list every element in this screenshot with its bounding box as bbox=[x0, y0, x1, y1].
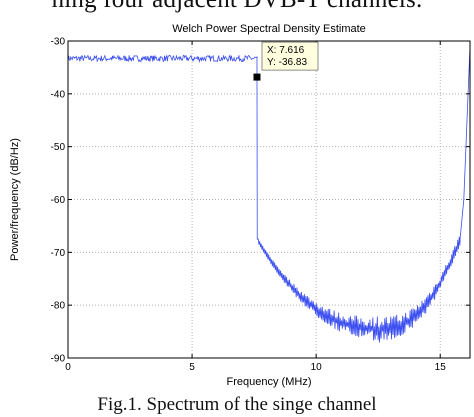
data-tip[interactable]: X: 7.616 Y: -36.83 bbox=[253, 41, 319, 81]
series-group bbox=[67, 46, 471, 343]
chart-title: Welch Power Spectral Density Estimate bbox=[172, 23, 366, 35]
y-tick-label: -70 bbox=[51, 248, 66, 259]
data-tip-marker[interactable] bbox=[253, 73, 261, 81]
y-tick-label: -50 bbox=[51, 142, 66, 153]
data-tip-box bbox=[261, 41, 319, 71]
preceding-text-line: ning four adjacent DVB-T channels. bbox=[0, 0, 474, 16]
psd-chart: Welch Power Spectral Density Estimate 0 5… bbox=[9, 23, 471, 388]
y-tick-label: -30 bbox=[51, 37, 66, 48]
axis-ticks: 0 5 10 15 -90 -80 -70 -60 -50 -40 -30 bbox=[51, 37, 470, 373]
x-tick-label: 5 bbox=[189, 362, 195, 373]
x-axis-label: Frequency (MHz) bbox=[227, 376, 312, 388]
y-tick-label: -40 bbox=[51, 89, 66, 100]
y-tick-label: -80 bbox=[51, 301, 66, 312]
y-tick-label: -60 bbox=[51, 195, 66, 206]
grid-lines bbox=[68, 41, 470, 358]
x-tick-label: 15 bbox=[435, 362, 447, 373]
figure-caption: Fig.1. Spectrum of the singe channel bbox=[97, 394, 377, 415]
data-tip-x: X: 7.616 bbox=[267, 45, 305, 56]
y-tick-label: -90 bbox=[51, 354, 66, 365]
x-tick-label: 10 bbox=[311, 362, 323, 373]
y-axis-label: Power/frequency (dB/Hz) bbox=[9, 138, 21, 261]
data-tip-y: Y: -36.83 bbox=[267, 57, 307, 68]
x-tick-label: 0 bbox=[65, 362, 71, 373]
series-line bbox=[67, 46, 471, 343]
